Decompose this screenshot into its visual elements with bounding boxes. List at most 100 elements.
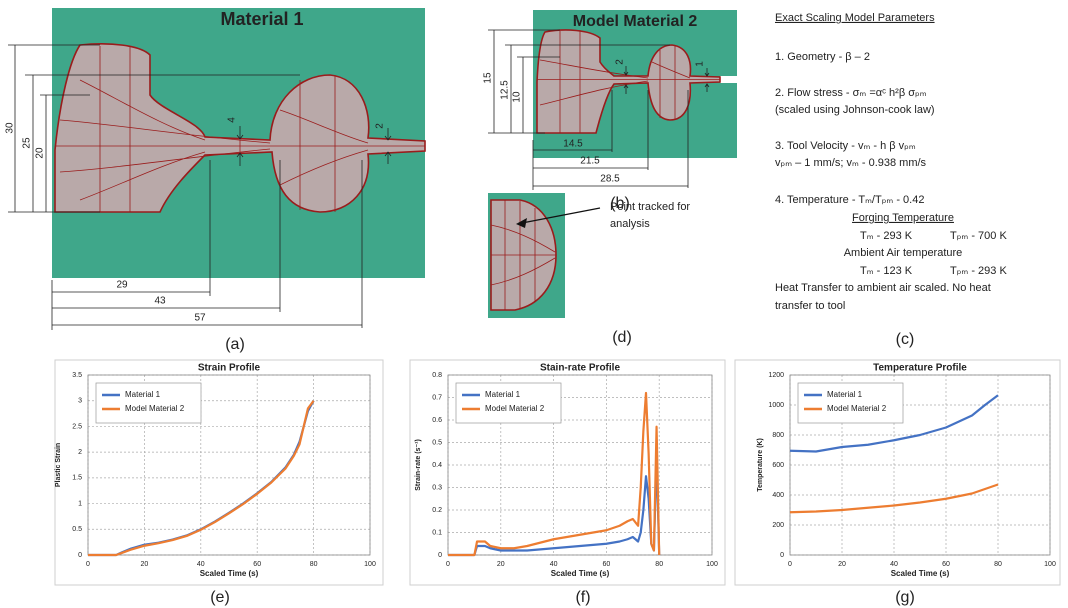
- y-axis-label: Plastic Strain: [55, 443, 62, 487]
- y-tick-label: 0.4: [432, 462, 442, 469]
- text-line: transfer to tool: [775, 300, 845, 312]
- legend-label: Material 1: [827, 390, 863, 399]
- text-line: Heat Transfer to ambient air scaled. No …: [775, 282, 991, 294]
- y-tick-label: 3.5: [72, 372, 82, 379]
- y-tick-label: 0: [780, 552, 784, 559]
- x-axis-label: Scaled Time (s): [200, 569, 259, 578]
- y-tick-label: 400: [772, 492, 784, 499]
- text-line: Tₘ - 123 K: [860, 265, 913, 277]
- panel-title: Material 1: [220, 9, 303, 29]
- y-tick-label: 0: [438, 552, 442, 559]
- text-line: Ambient Air temperature: [844, 247, 963, 259]
- y-tick-label: 0.2: [432, 507, 442, 514]
- panel-label: (c): [896, 331, 915, 348]
- y-tick-label: 200: [772, 522, 784, 529]
- panel-d: Point tracked for analysis (d): [488, 193, 690, 346]
- y-tick-label: 0.3: [432, 484, 442, 491]
- y-tick-label: 0.8: [432, 372, 442, 379]
- legend-label: Material 1: [485, 390, 521, 399]
- dim-label: 29: [116, 280, 128, 291]
- x-tick-label: 0: [788, 561, 792, 568]
- x-tick-label: 60: [603, 561, 611, 568]
- text-line: Tₚₘ - 700 K: [950, 230, 1007, 242]
- y-tick-label: 1.5: [72, 475, 82, 482]
- text-line: Tₚₘ - 293 K: [950, 265, 1007, 277]
- x-axis-label: Scaled Time (s): [551, 569, 610, 578]
- y-tick-label: 0.1: [432, 529, 442, 536]
- text-line: 4. Temperature - Tₘ/Tₚₘ - 0.42: [775, 194, 924, 206]
- x-tick-label: 100: [706, 561, 718, 568]
- text-line: (scaled using Johnson-cook law): [775, 104, 935, 116]
- panel-label: (e): [210, 589, 230, 606]
- x-tick-label: 20: [141, 561, 149, 568]
- dim-label: 2: [615, 59, 626, 65]
- panel-label: (f): [575, 589, 590, 606]
- legend-box: [456, 383, 561, 423]
- panel-a: Material 1 30 25 20 4 2 29 43 57 (a): [5, 8, 437, 353]
- x-tick-label: 100: [364, 561, 376, 568]
- text-line: Tₘ - 293 K: [860, 230, 913, 242]
- panel-label: (g): [895, 589, 915, 606]
- text-line: 1. Geometry - β – 2: [775, 51, 870, 63]
- slot: [720, 76, 737, 83]
- text-line: Forging Temperature: [852, 212, 954, 224]
- annotation: analysis: [610, 218, 650, 230]
- dim-label: 43: [154, 296, 166, 307]
- chart: 0 200 400 600 800 1000 1200 0 20 40 60 80 100 Tempera…: [735, 360, 1060, 585]
- chart-title: Strain Profile: [198, 363, 261, 374]
- chart-title: Temperature Profile: [873, 363, 967, 374]
- x-tick-label: 80: [310, 561, 318, 568]
- text-line: 3. Tool Velocity - vₘ - h β vₚₘ: [775, 140, 916, 152]
- legend-label: Model Material 2: [827, 404, 887, 413]
- dim-label: 4: [227, 117, 238, 123]
- y-tick-label: 3: [78, 398, 82, 405]
- dim-label: 12.5: [500, 80, 511, 100]
- y-tick-label: 0.6: [432, 417, 442, 424]
- x-tick-label: 20: [497, 561, 505, 568]
- dim-label: 21.5: [580, 156, 600, 167]
- x-tick-label: 0: [86, 561, 90, 568]
- x-tick-label: 80: [994, 561, 1002, 568]
- chart-title: Stain-rate Profile: [540, 363, 620, 374]
- legend-label: Model Material 2: [485, 404, 545, 413]
- x-tick-label: 80: [655, 561, 663, 568]
- y-tick-label: 800: [772, 432, 784, 439]
- x-tick-label: 40: [197, 561, 205, 568]
- legend-label: Model Material 2: [125, 404, 185, 413]
- legend-box: [96, 383, 201, 423]
- x-tick-label: 0: [446, 561, 450, 568]
- dim-label: 30: [5, 122, 16, 134]
- dim-label: 14.5: [563, 139, 583, 150]
- legend-label: Material 1: [125, 390, 161, 399]
- dim-label: 10: [512, 91, 523, 103]
- legend-box: [798, 383, 903, 423]
- x-axis-label: Scaled Time (s): [891, 569, 950, 578]
- y-tick-label: 0.5: [72, 526, 82, 533]
- dim-label: 20: [35, 147, 46, 159]
- text-line: vₚₘ – 1 mm/s; vₘ - 0.938 mm/s: [775, 157, 927, 169]
- x-tick-label: 60: [942, 561, 950, 568]
- y-tick-label: 0.7: [432, 394, 442, 401]
- y-tick-label: 600: [772, 462, 784, 469]
- y-tick-label: 1000: [768, 402, 784, 409]
- x-tick-label: 40: [890, 561, 898, 568]
- y-tick-label: 0.5: [432, 439, 442, 446]
- y-axis-label: Temperature (K): [757, 438, 764, 492]
- dim-label: 25: [22, 137, 33, 149]
- dim-label: 57: [194, 313, 206, 324]
- annotation: Point tracked for: [610, 201, 690, 213]
- x-tick-label: 100: [1044, 561, 1056, 568]
- y-tick-label: 2: [78, 449, 82, 456]
- y-axis-label: Strain-rate (s⁻¹): [415, 439, 422, 491]
- dim-label: 28.5: [600, 174, 620, 185]
- x-tick-label: 20: [838, 561, 846, 568]
- dim-label: 15: [483, 72, 494, 84]
- y-tick-label: 1200: [768, 372, 784, 379]
- panel-heading: Exact Scaling Model Parameters: [775, 12, 935, 24]
- panel-c: Exact Scaling Model Parameters 1. Geomet…: [775, 12, 1007, 348]
- dim-label: 1: [695, 61, 706, 67]
- dim-label: 2: [375, 123, 386, 129]
- x-tick-label: 40: [550, 561, 558, 568]
- y-tick-label: 1: [78, 500, 82, 507]
